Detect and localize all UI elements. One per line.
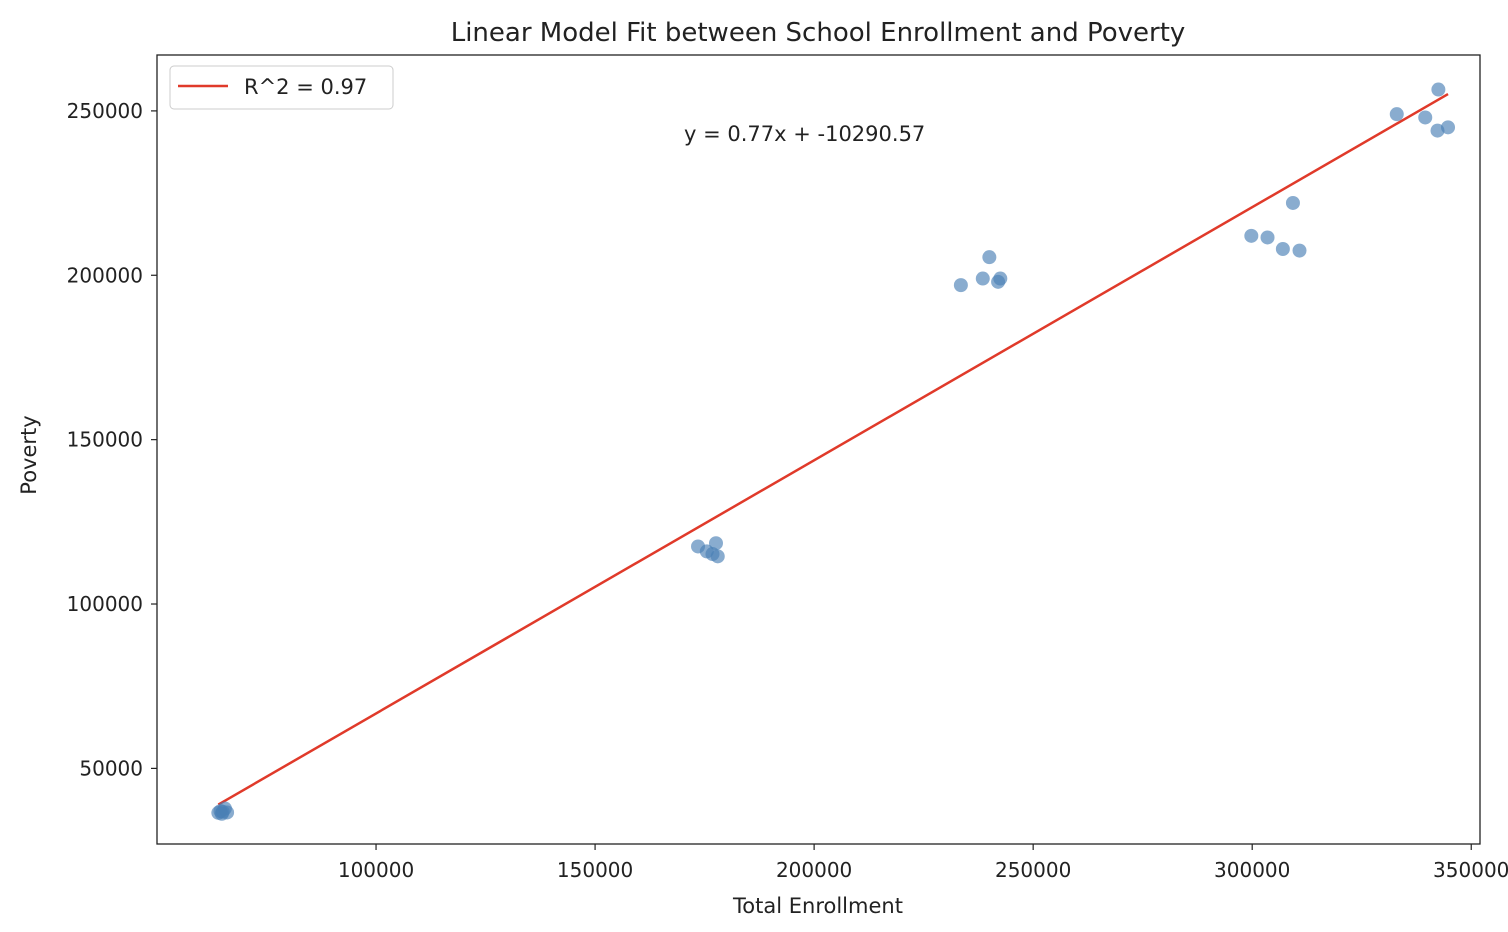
x-tick-label: 250000 [995, 858, 1071, 882]
data-point [214, 806, 229, 821]
data-point [1292, 243, 1307, 258]
x-axis-label: Total Enrollment [732, 894, 903, 918]
chart-title: Linear Model Fit between School Enrollme… [451, 18, 1186, 48]
data-point [1389, 107, 1404, 122]
fit-equation-annotation: y = 0.77x + -10290.57 [684, 122, 925, 146]
data-point [708, 536, 723, 551]
legend: R^2 = 0.97 [169, 65, 394, 110]
data-point [982, 250, 997, 265]
data-point [710, 549, 725, 564]
data-point [953, 278, 968, 293]
data-point [1244, 228, 1259, 243]
x-tick-label: 100000 [338, 858, 414, 882]
x-tick-label: 200000 [776, 858, 852, 882]
y-tick-label: 100000 [67, 592, 143, 616]
data-point [1441, 120, 1456, 135]
fit-line-layer [217, 92, 1449, 806]
data-point [993, 271, 1008, 286]
scatter-points [211, 82, 1456, 821]
plot-frame [156, 54, 1481, 845]
y-tick-label: 50000 [79, 756, 143, 780]
x-tick-label: 350000 [1433, 858, 1508, 882]
data-point [975, 271, 990, 286]
y-tick-label: 150000 [67, 428, 143, 452]
data-point [1431, 82, 1446, 97]
data-point [1275, 241, 1290, 256]
data-point [1285, 195, 1300, 210]
x-tick-label: 300000 [1214, 858, 1290, 882]
data-point [1260, 230, 1275, 245]
legend-box [169, 65, 394, 110]
data-point [1418, 110, 1433, 125]
fit-line [217, 92, 1449, 806]
axis-ticks: 100000 150000 200000 250000 300000 350000 5000… [67, 99, 1508, 882]
y-tick-label: 250000 [67, 99, 143, 123]
x-tick-label: 150000 [557, 858, 633, 882]
y-axis-label: Poverty [17, 415, 41, 494]
y-tick-label: 200000 [67, 263, 143, 287]
data-point [1430, 123, 1445, 138]
legend-label: R^2 = 0.97 [244, 75, 367, 99]
